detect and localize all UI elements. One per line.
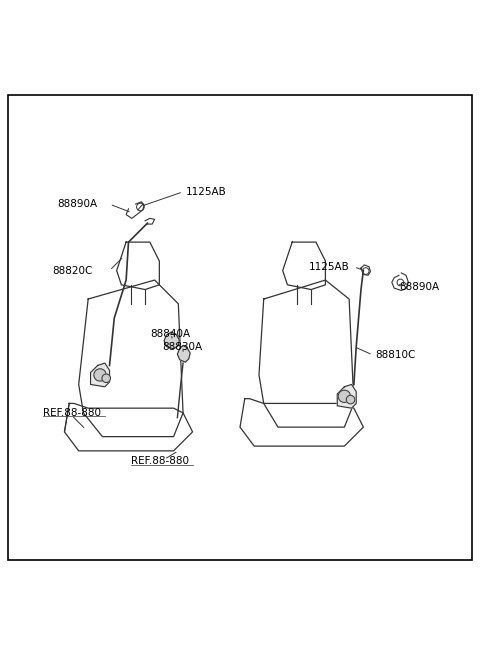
Text: 88820C: 88820C — [53, 265, 93, 276]
Polygon shape — [337, 384, 356, 408]
Text: 1125AB: 1125AB — [309, 262, 349, 272]
Text: REF.88-880: REF.88-880 — [131, 457, 189, 466]
Circle shape — [346, 396, 355, 404]
Text: 88830A: 88830A — [163, 343, 203, 352]
Circle shape — [102, 374, 110, 383]
Text: REF.88-880: REF.88-880 — [43, 408, 101, 418]
Text: 1125AB: 1125AB — [185, 187, 226, 196]
Text: 88890A: 88890A — [57, 199, 97, 209]
Text: 88840A: 88840A — [150, 329, 190, 339]
Circle shape — [338, 390, 350, 402]
Polygon shape — [178, 346, 190, 362]
Text: 88890A: 88890A — [399, 282, 439, 292]
Polygon shape — [91, 363, 109, 387]
Circle shape — [94, 369, 106, 381]
Text: 88810C: 88810C — [375, 350, 416, 360]
Polygon shape — [164, 332, 179, 349]
